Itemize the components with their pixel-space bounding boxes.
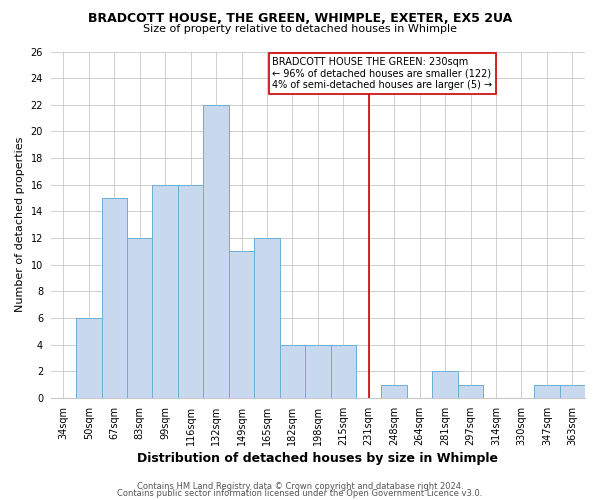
Bar <box>203 105 229 398</box>
Text: Contains public sector information licensed under the Open Government Licence v3: Contains public sector information licen… <box>118 489 482 498</box>
Bar <box>382 384 407 398</box>
Bar <box>305 344 331 398</box>
Bar <box>433 372 458 398</box>
Bar <box>560 384 585 398</box>
Bar <box>534 384 560 398</box>
Text: Contains HM Land Registry data © Crown copyright and database right 2024.: Contains HM Land Registry data © Crown c… <box>137 482 463 491</box>
Bar <box>76 318 101 398</box>
Text: BRADCOTT HOUSE THE GREEN: 230sqm
← 96% of detached houses are smaller (122)
4% o: BRADCOTT HOUSE THE GREEN: 230sqm ← 96% o… <box>272 56 493 90</box>
Bar <box>127 238 152 398</box>
Bar <box>229 252 254 398</box>
Bar <box>331 344 356 398</box>
Bar <box>178 185 203 398</box>
Text: BRADCOTT HOUSE, THE GREEN, WHIMPLE, EXETER, EX5 2UA: BRADCOTT HOUSE, THE GREEN, WHIMPLE, EXET… <box>88 12 512 26</box>
Bar <box>458 384 483 398</box>
Bar <box>152 185 178 398</box>
Bar <box>254 238 280 398</box>
Text: Size of property relative to detached houses in Whimple: Size of property relative to detached ho… <box>143 24 457 34</box>
Y-axis label: Number of detached properties: Number of detached properties <box>15 137 25 312</box>
Bar <box>280 344 305 398</box>
X-axis label: Distribution of detached houses by size in Whimple: Distribution of detached houses by size … <box>137 452 499 465</box>
Bar <box>101 198 127 398</box>
